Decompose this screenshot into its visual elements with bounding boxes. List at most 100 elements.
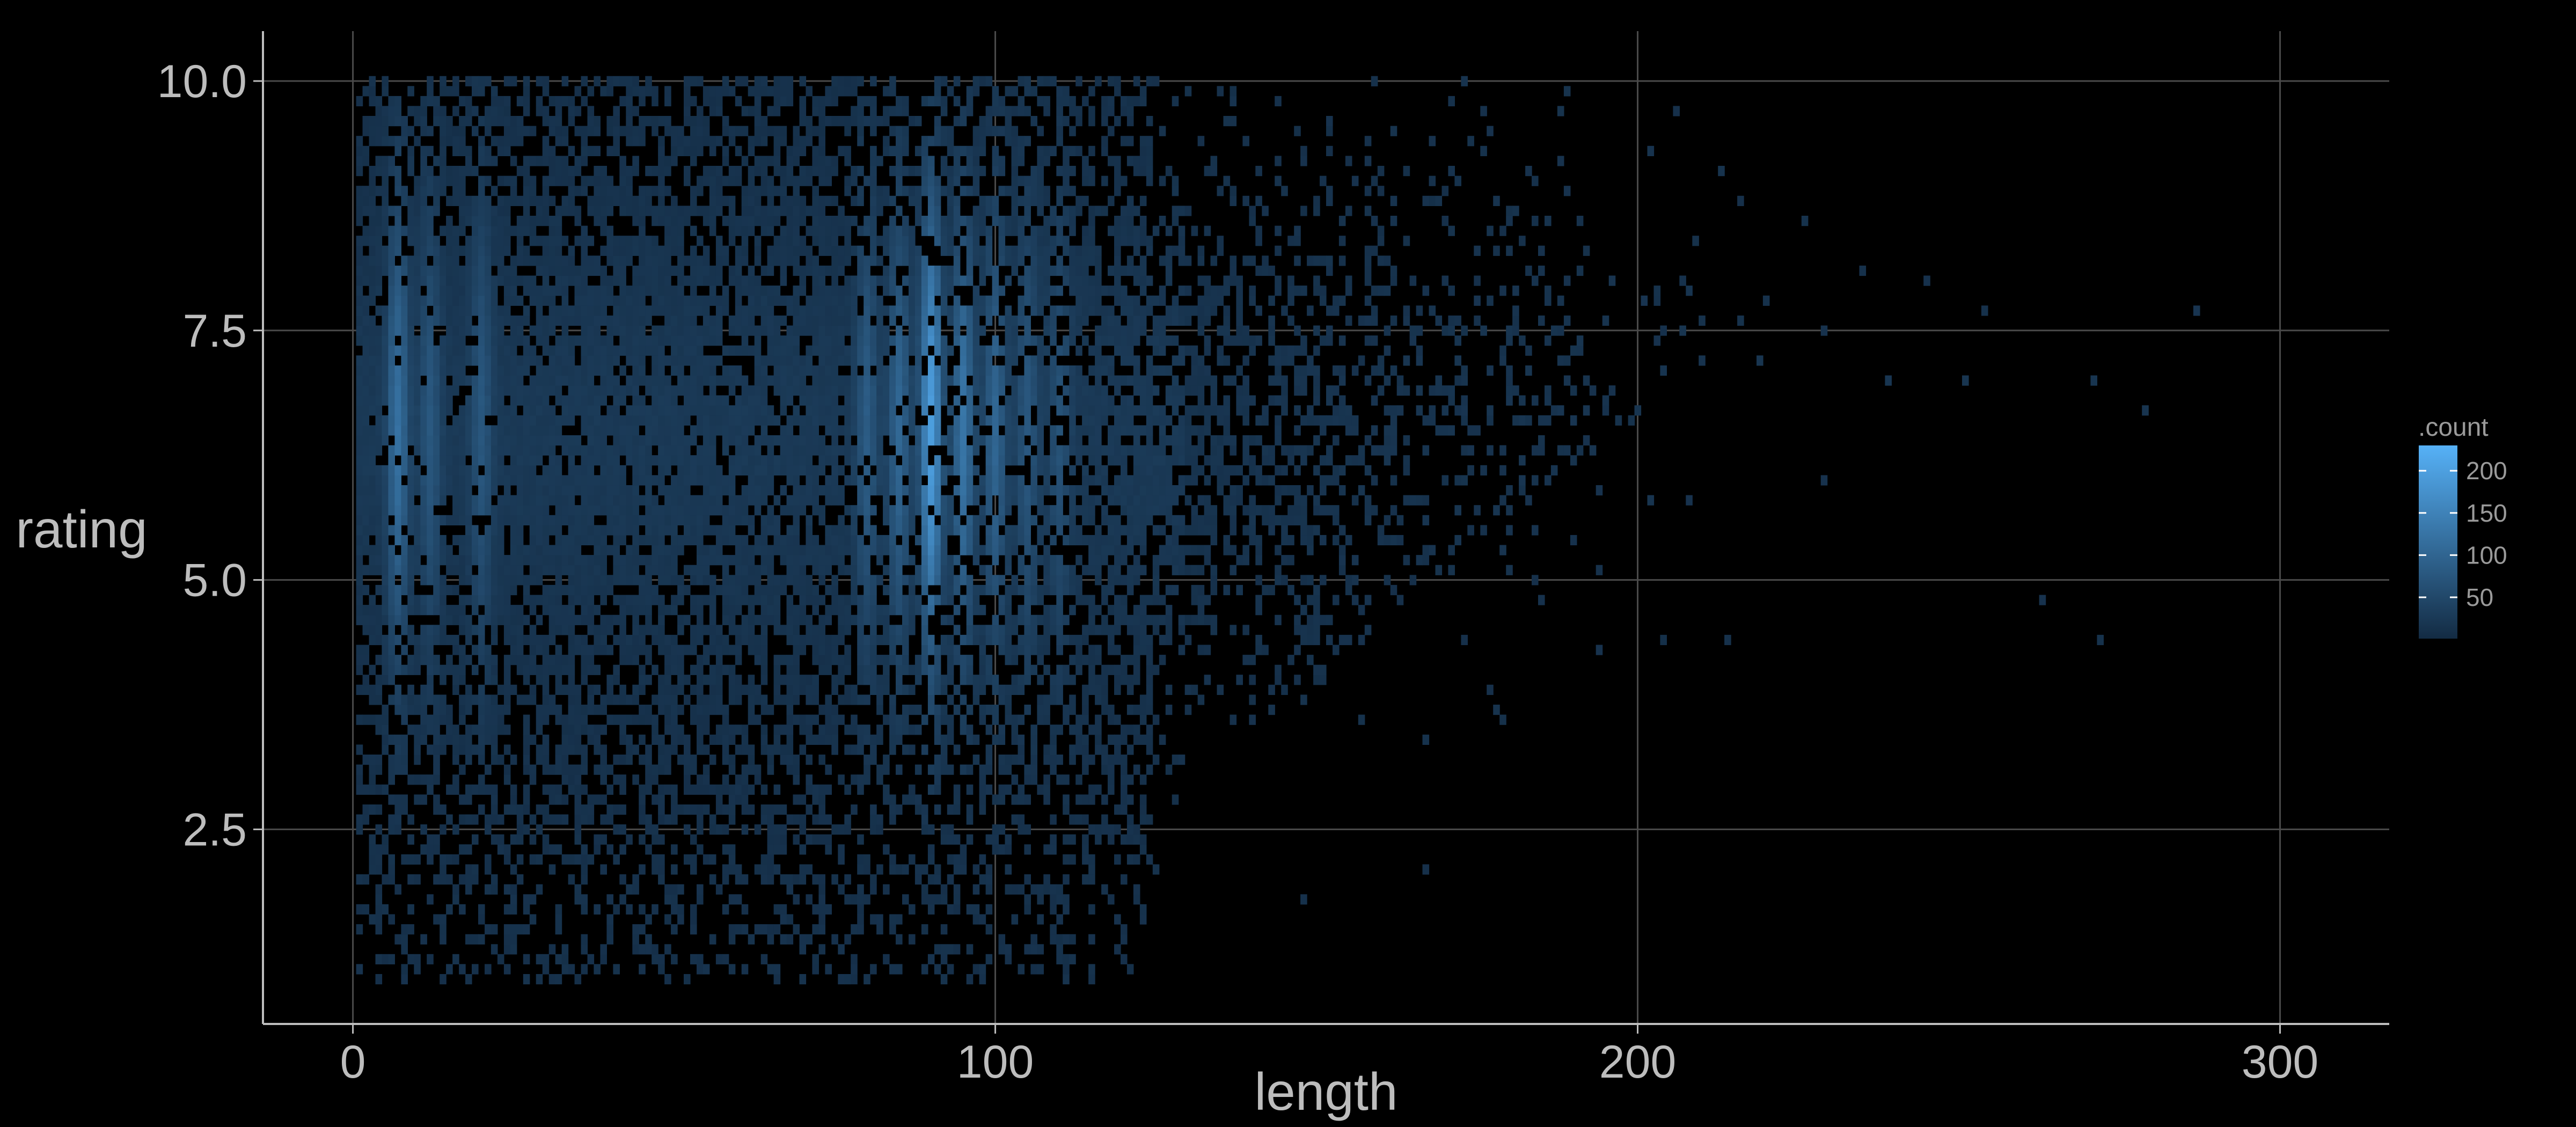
heatmap-cell — [876, 684, 883, 695]
heatmap-cell — [503, 425, 511, 436]
heatmap-cell — [414, 435, 421, 446]
heatmap-cell — [728, 894, 736, 905]
heatmap-cell — [485, 375, 492, 386]
heatmap-cell — [452, 824, 459, 835]
heatmap-cell — [382, 365, 389, 376]
heatmap-cell — [645, 755, 652, 765]
heatmap-cell — [587, 475, 595, 486]
heatmap-cell — [491, 794, 498, 805]
heatmap-cell — [722, 415, 729, 426]
heatmap-cell — [889, 575, 896, 586]
heatmap-cell — [452, 634, 459, 646]
heatmap-cell — [356, 236, 363, 246]
heatmap-cell — [664, 944, 671, 955]
heatmap-cell — [863, 614, 870, 625]
heatmap-cell — [587, 954, 595, 964]
heatmap-cell — [645, 206, 652, 216]
heatmap-cell — [613, 664, 620, 675]
heatmap-cell — [677, 236, 684, 246]
heatmap-cell — [709, 664, 716, 675]
heatmap-cell — [697, 335, 704, 346]
heatmap-cell — [600, 834, 607, 845]
heatmap-cell — [697, 664, 704, 675]
heatmap-cell — [889, 545, 896, 555]
heatmap-cell — [671, 245, 678, 256]
heatmap-cell — [767, 824, 774, 835]
heatmap-cell — [851, 475, 858, 486]
heatmap-cell — [407, 655, 414, 665]
heatmap-cell — [715, 684, 723, 695]
heatmap-cell — [896, 136, 903, 147]
heatmap-cell — [818, 355, 825, 366]
heatmap-cell — [780, 355, 787, 366]
heatmap-cell — [767, 126, 774, 136]
heatmap-cell — [773, 974, 781, 985]
heatmap-cell — [786, 694, 794, 705]
heatmap-cell — [883, 335, 890, 346]
heatmap-cell — [427, 625, 434, 635]
heatmap-cell — [516, 335, 524, 346]
heatmap-cell — [548, 614, 556, 625]
heatmap-cell — [472, 694, 479, 705]
heatmap-cell — [606, 145, 613, 156]
heatmap-cell — [741, 415, 749, 426]
heatmap-cell — [690, 365, 697, 376]
heatmap-cell — [491, 96, 498, 107]
heatmap-cell — [806, 465, 813, 475]
heatmap-cell — [414, 724, 421, 735]
heatmap-cell — [760, 525, 768, 536]
heatmap-cell — [613, 904, 620, 915]
heatmap-cell — [709, 934, 716, 945]
heatmap-cell — [639, 395, 646, 406]
heatmap-cell — [709, 335, 716, 346]
heatmap-cell — [639, 734, 646, 745]
heatmap-cell — [459, 655, 466, 665]
heatmap-cell — [414, 216, 421, 226]
heatmap-cell — [472, 445, 479, 456]
heatmap-cell — [452, 724, 459, 735]
heatmap-cell — [645, 515, 652, 525]
heatmap-cell — [851, 216, 858, 226]
heatmap-cell — [568, 705, 575, 715]
heatmap-cell — [697, 515, 704, 525]
heatmap-cell — [780, 425, 787, 436]
heatmap-cell — [472, 206, 479, 216]
heatmap-cell — [786, 714, 794, 725]
heatmap-cell — [767, 764, 774, 775]
heatmap-cell — [420, 724, 427, 735]
heatmap-cell — [388, 495, 395, 506]
heatmap-cell — [896, 864, 903, 875]
heatmap-cell — [561, 854, 569, 865]
heatmap-cell — [735, 924, 742, 935]
heatmap-cell — [485, 545, 492, 555]
heatmap-cell — [465, 505, 472, 516]
heatmap-cell — [407, 415, 414, 426]
heatmap-cell — [465, 305, 472, 316]
heatmap-cell — [427, 834, 434, 845]
heatmap-cell — [741, 634, 749, 646]
heatmap-cell — [529, 236, 537, 246]
heatmap-cell — [606, 584, 613, 596]
heatmap-cell — [889, 814, 896, 825]
heatmap-cell — [690, 305, 697, 316]
heatmap-cell — [375, 286, 383, 296]
heatmap-cell — [889, 595, 896, 605]
heatmap-cell — [697, 964, 704, 975]
heatmap-cell — [806, 525, 813, 536]
heatmap-cell — [440, 385, 447, 396]
heatmap-cell — [465, 874, 472, 885]
heatmap-cell — [664, 286, 671, 296]
heatmap-cell — [876, 255, 883, 266]
heatmap-cell — [555, 784, 562, 795]
heatmap-cell — [427, 325, 434, 336]
heatmap-cell — [369, 435, 376, 446]
heatmap-cell — [375, 784, 383, 795]
heatmap-cell — [394, 934, 401, 945]
heatmap-cell — [702, 964, 710, 975]
heatmap-cell — [671, 305, 678, 316]
heatmap-cell — [645, 166, 652, 177]
heatmap-cell — [639, 275, 646, 286]
heatmap-cell — [542, 475, 550, 486]
heatmap-cell — [806, 206, 813, 216]
heatmap-cell — [754, 714, 762, 725]
